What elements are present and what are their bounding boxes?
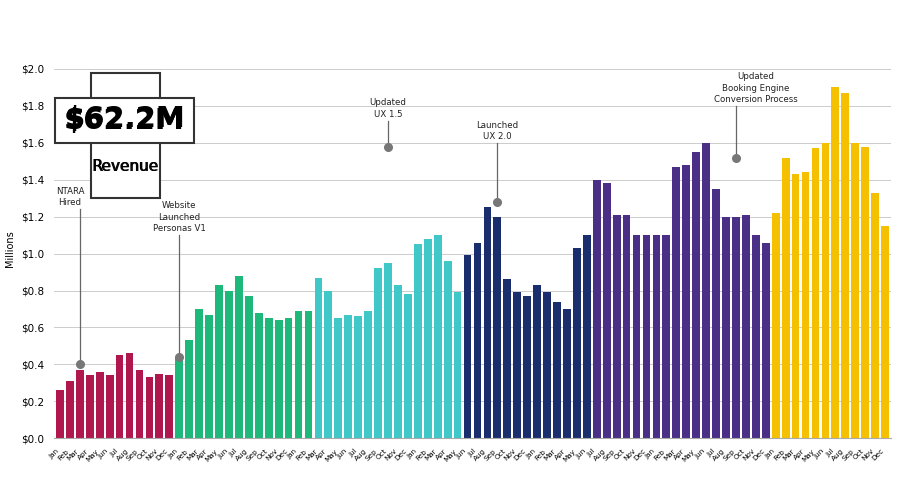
Text: Updated
UX 1.5: Updated UX 1.5 (370, 99, 407, 119)
Bar (712, 189, 720, 438)
Bar (742, 215, 750, 438)
Bar (822, 143, 829, 438)
Text: Updated
Booking Engine
Conversion Process: Updated Booking Engine Conversion Proces… (714, 72, 797, 104)
Bar (702, 143, 710, 438)
Bar (66, 381, 74, 438)
Bar (533, 285, 541, 438)
Bar (623, 215, 631, 438)
Bar (842, 93, 850, 438)
Bar (176, 357, 183, 438)
Bar (364, 311, 372, 438)
Text: NTARA
Hired: NTARA Hired (56, 187, 85, 208)
Bar (871, 193, 879, 438)
Bar (335, 318, 342, 438)
Bar (56, 390, 64, 438)
Bar (652, 235, 661, 438)
Text: Longitudinal Revenue: Longitudinal Revenue (17, 30, 212, 48)
Text: Revenue: Revenue (91, 159, 158, 174)
Bar (294, 311, 302, 438)
Bar (205, 315, 213, 438)
Bar (116, 355, 123, 438)
Bar (503, 279, 511, 438)
Bar (483, 208, 491, 438)
Bar (384, 263, 392, 438)
Bar (374, 268, 382, 438)
Bar (802, 172, 809, 438)
Bar (345, 315, 352, 438)
FancyBboxPatch shape (91, 73, 160, 198)
Bar (424, 239, 432, 438)
Bar (195, 309, 203, 438)
Bar (76, 370, 84, 438)
Text: $62.2M: $62.2M (65, 105, 186, 133)
Bar (692, 152, 700, 438)
Bar (166, 375, 173, 438)
Bar (792, 174, 799, 438)
Bar (146, 377, 153, 438)
Bar (583, 235, 590, 438)
Bar (513, 292, 521, 438)
Bar (573, 248, 580, 438)
Bar (156, 374, 163, 438)
Bar (812, 148, 819, 438)
Bar (851, 143, 860, 438)
Bar (782, 157, 789, 438)
Bar (544, 292, 551, 438)
Bar (523, 296, 531, 438)
Bar (493, 217, 501, 438)
Bar (136, 370, 143, 438)
Bar (464, 255, 472, 438)
Bar (603, 183, 610, 438)
Bar (554, 302, 561, 438)
Text: Website
Launched
Personas V1: Website Launched Personas V1 (153, 201, 206, 233)
Bar (265, 318, 273, 438)
Bar (106, 375, 113, 438)
Bar (95, 372, 104, 438)
Bar (284, 318, 292, 438)
Bar (304, 311, 312, 438)
Bar (643, 235, 651, 438)
Text: $62.2M: $62.2M (64, 107, 185, 134)
Bar (394, 285, 401, 438)
Bar (593, 180, 600, 438)
Bar (185, 341, 193, 438)
Bar (215, 285, 223, 438)
Bar (613, 215, 620, 438)
Bar (682, 165, 690, 438)
Bar (225, 290, 233, 438)
Bar (633, 235, 641, 438)
Bar (563, 309, 571, 438)
Bar (861, 146, 869, 438)
Bar (86, 375, 94, 438)
Bar (444, 261, 452, 438)
Bar (662, 235, 670, 438)
Bar (245, 296, 253, 438)
Bar (732, 217, 740, 438)
Bar (672, 167, 680, 438)
Bar (274, 320, 283, 438)
Bar (414, 245, 422, 438)
Bar (722, 217, 730, 438)
Bar (832, 88, 839, 438)
Bar (355, 316, 362, 438)
Bar (404, 294, 412, 438)
Bar (434, 235, 442, 438)
Text: Launched
UX 2.0: Launched UX 2.0 (476, 121, 518, 141)
Bar (454, 292, 462, 438)
Y-axis label: Millions: Millions (5, 231, 15, 267)
Bar (255, 313, 263, 438)
Bar (881, 226, 889, 438)
Bar (772, 213, 779, 438)
Bar (762, 243, 770, 438)
Bar (314, 277, 322, 438)
Text: Revenue: Revenue (92, 159, 159, 174)
Bar (235, 276, 243, 438)
Bar (473, 243, 482, 438)
Bar (752, 235, 760, 438)
Bar (126, 353, 133, 438)
Bar (325, 290, 332, 438)
